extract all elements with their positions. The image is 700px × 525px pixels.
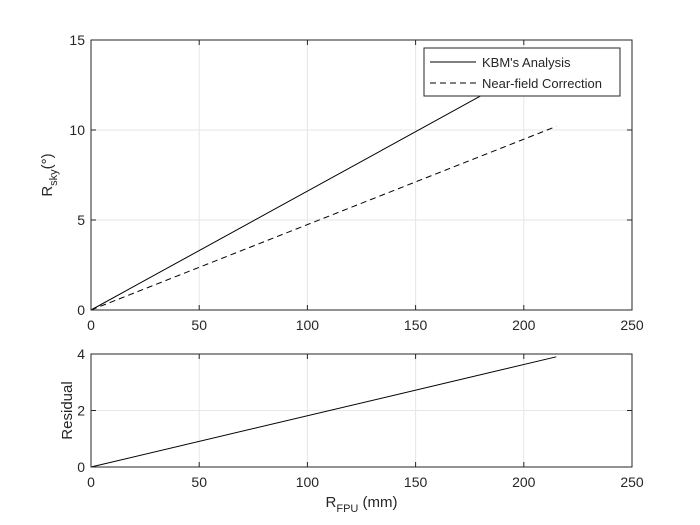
x-tick-label: 250 xyxy=(620,474,644,490)
y-tick-label: 15 xyxy=(69,32,85,48)
y-axis-label-main: Residual xyxy=(59,381,76,439)
bottom-plot: 0 50 100 150 200 250 0 2 4 Residual RFPU (mm) xyxy=(59,346,644,515)
legend: KBM's Analysis Near-field Correction xyxy=(423,47,621,97)
x-tick-label: 150 xyxy=(404,474,428,490)
x-axis-label-subscript: FPU xyxy=(336,503,358,515)
x-tick-label: 200 xyxy=(512,474,536,490)
y-axis-label: Rsky(°) xyxy=(39,153,60,196)
x-axis-label-unit: (mm) xyxy=(358,494,397,511)
top-plot: 0 50 100 150 200 250 0 5 10 15 Rsky(°) KBM's Analys… xyxy=(39,32,644,333)
residual-line xyxy=(90,356,557,468)
x-tick-label: 0 xyxy=(87,474,95,490)
y-axis-label-unit: (°) xyxy=(39,153,56,169)
legend-entry: Near-field Correction xyxy=(482,76,602,91)
y-tick-label: 10 xyxy=(69,122,85,138)
y-tick-label: 0 xyxy=(77,302,85,318)
x-tick-label: 200 xyxy=(512,317,536,333)
x-tick-label: 100 xyxy=(296,317,320,333)
x-tick-label: 50 xyxy=(191,474,207,490)
near-field-correction-line xyxy=(90,125,557,311)
x-axis-label: RFPU (mm) xyxy=(326,494,398,515)
y-axis-label: Residual xyxy=(59,381,76,439)
y-tick-label: 0 xyxy=(77,459,85,475)
y-axis-label-subscript: sky xyxy=(48,169,60,186)
x-axis-label-main: R xyxy=(326,494,337,511)
y-tick-label: 5 xyxy=(77,212,85,228)
x-tick-label: 100 xyxy=(296,474,320,490)
x-tick-label: 250 xyxy=(620,317,644,333)
axes-frame xyxy=(90,39,633,311)
x-tick-label: 50 xyxy=(191,317,207,333)
x-tick-label: 150 xyxy=(404,317,428,333)
y-tick-label: 4 xyxy=(77,346,85,362)
kbm-analysis-line xyxy=(90,53,557,311)
y-axis-label-main: R xyxy=(39,186,56,197)
legend-box xyxy=(423,47,621,97)
x-tick-label: 0 xyxy=(87,317,95,333)
y-tick-label: 2 xyxy=(77,403,85,419)
legend-entry: KBM's Analysis xyxy=(482,55,571,70)
